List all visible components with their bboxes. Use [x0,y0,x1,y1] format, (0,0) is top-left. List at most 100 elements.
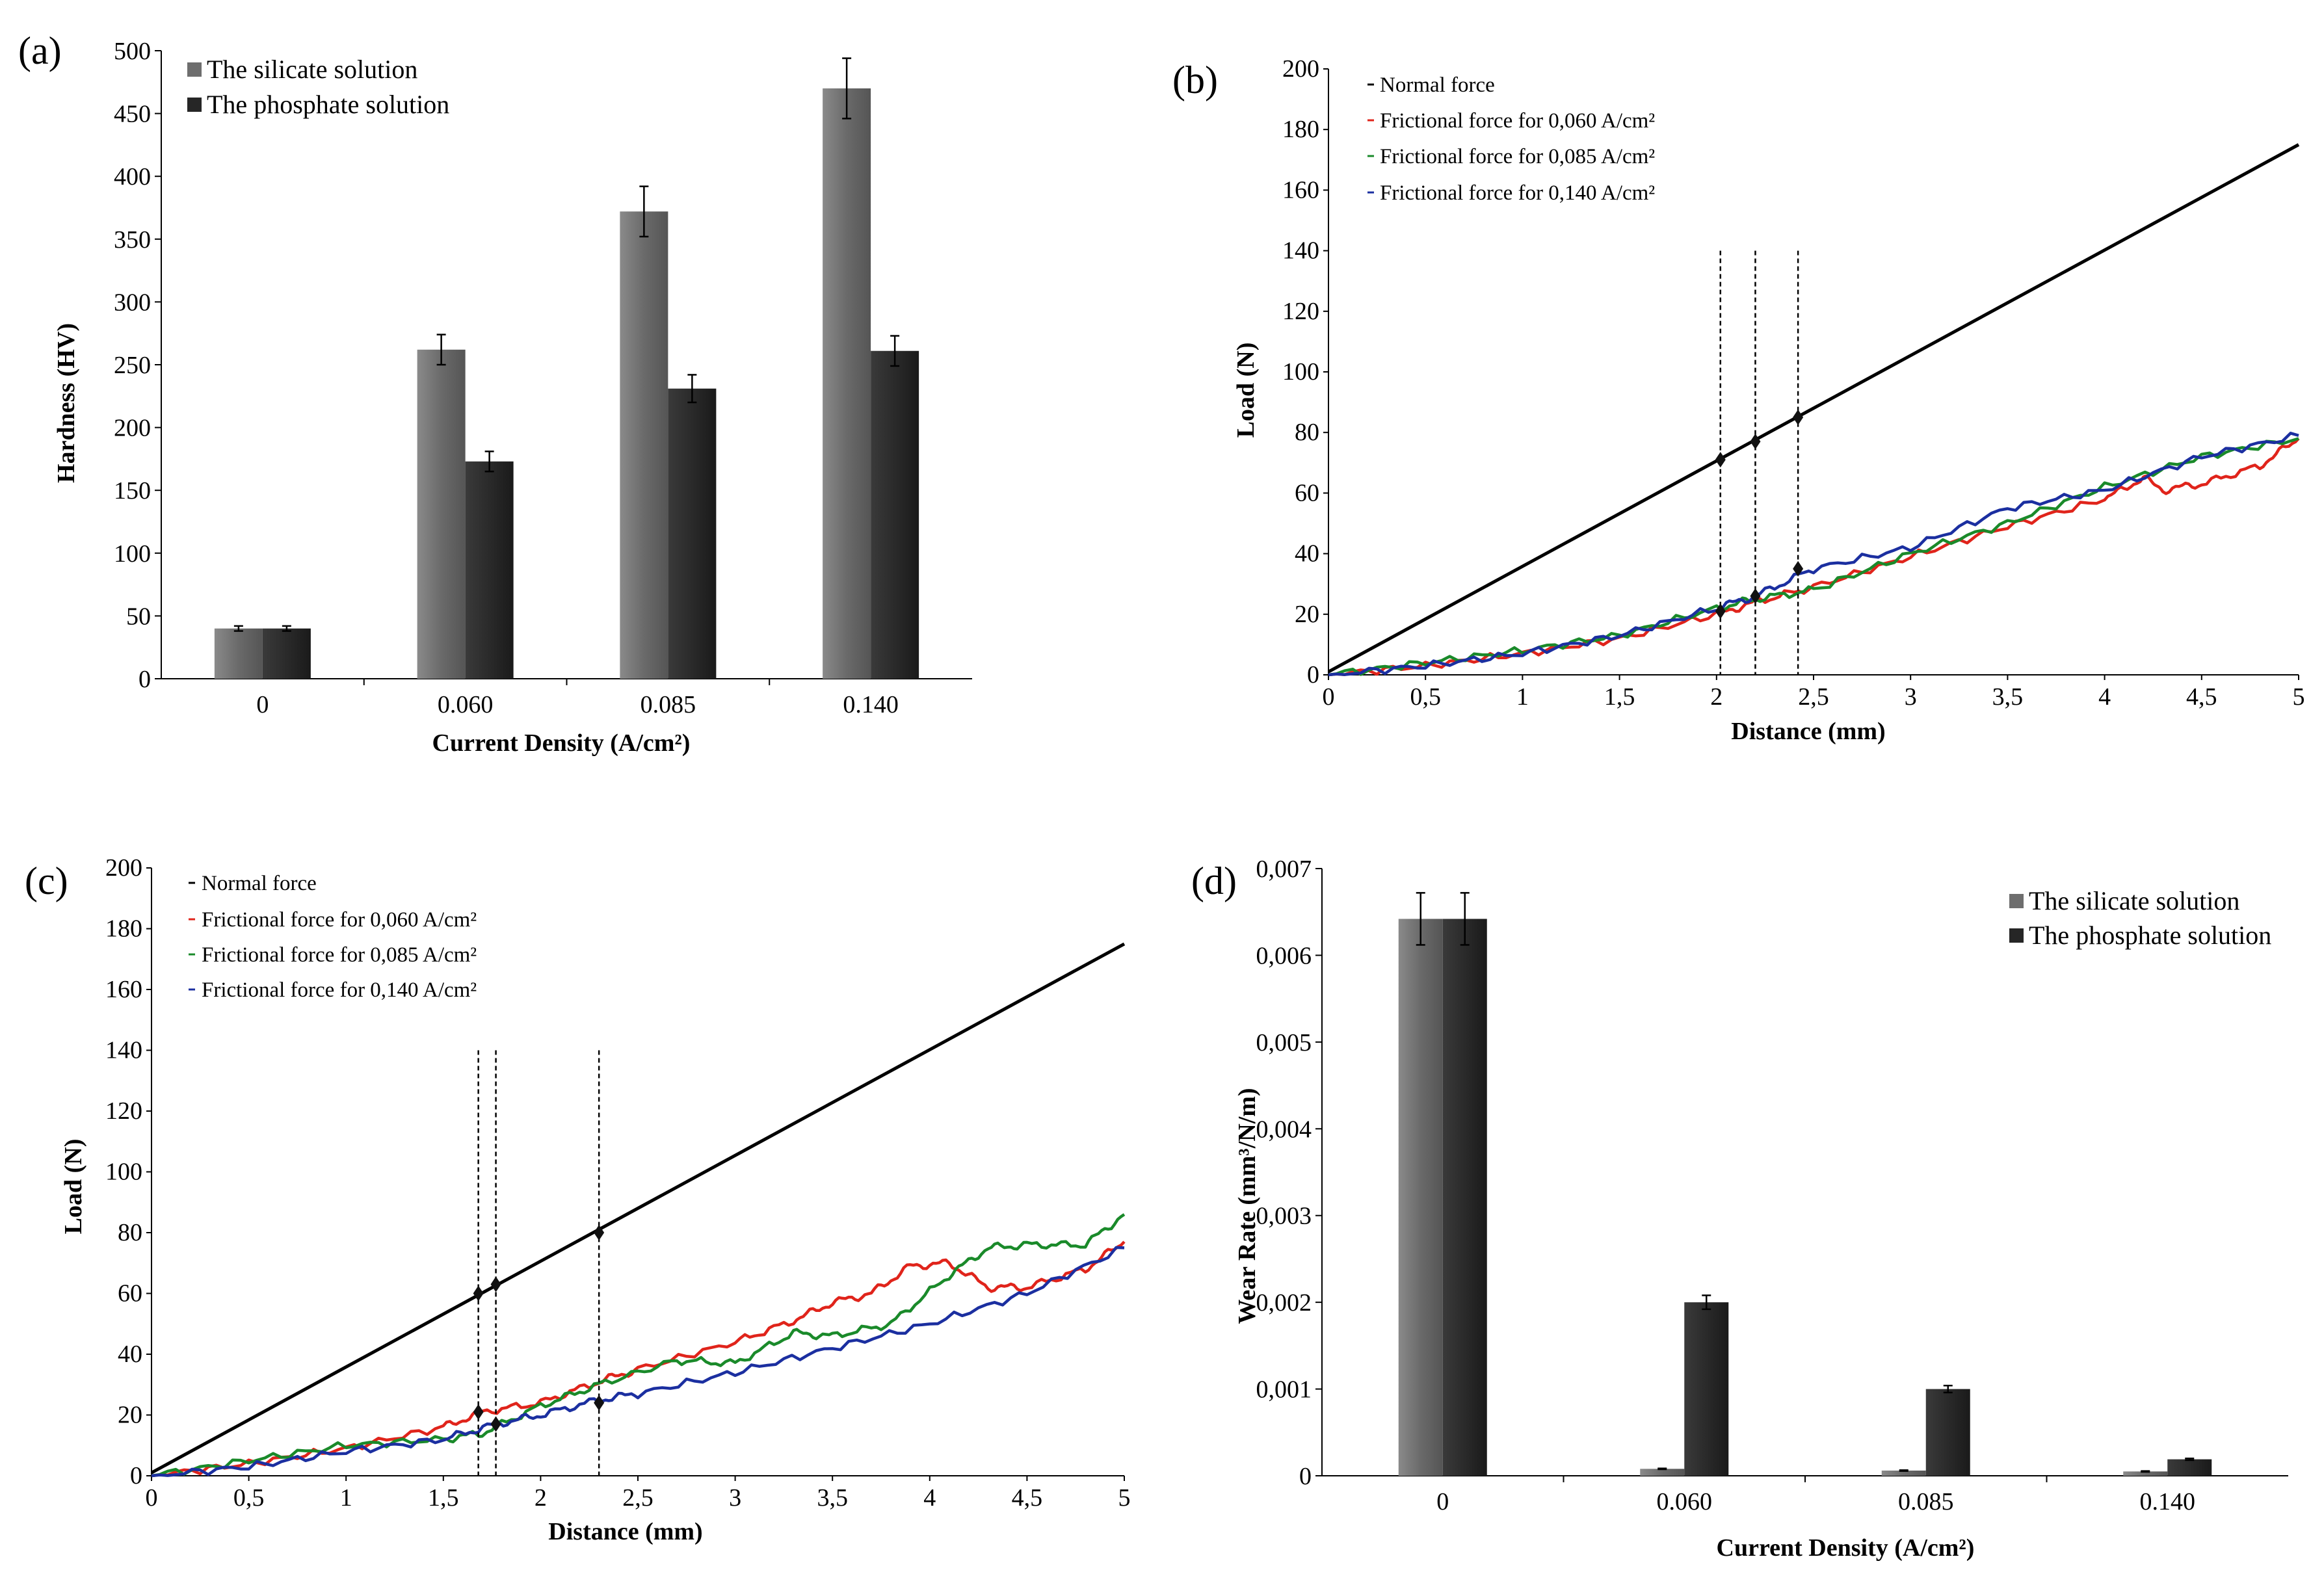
y-tick-label: 40 [118,1341,142,1368]
bar [620,211,668,679]
y-tick-label: 140 [105,1037,142,1064]
x-tick-label: 0.140 [843,691,899,718]
marker-point [1793,409,1804,425]
legend-label-140: Frictional force for 0,140 A/cm² [1380,181,1655,205]
bar [1684,1302,1729,1476]
legend-swatch-silicate [187,62,202,77]
y-tick-label: 50 [126,603,151,630]
legend-swatch-phosphate [187,98,202,112]
y-tick-label: 60 [118,1280,142,1307]
bar [871,350,919,679]
y-tick-label: 0,001 [1256,1376,1312,1404]
panel-a: (a) 0 50 100 150 200 250 300 350 400 450 500 0 0.060… [18,29,972,757]
y-tick-label: 150 [114,477,151,504]
normal-force-line [1327,143,2300,674]
bar [262,628,311,679]
y-tick-label: 180 [105,915,142,943]
panel-b-label: (b) [1172,59,1218,101]
y-tick-label: 80 [1295,419,1319,446]
x-tick-label: 0.060 [438,691,494,718]
panel-c-ylabel: Load (N) [60,1139,87,1235]
x-tick-label: 0,5 [233,1484,265,1512]
panel-d: (d) 0 0,001 0,002 0,003 0,004 0,005 0,006 0,007… [1191,856,2288,1562]
y-tick-label: 200 [114,415,151,442]
panel-b-ylabel: Load (N) [1232,343,1260,438]
frictional-force-line [151,1213,1126,1478]
y-tick-label: 400 [114,163,151,190]
x-tick-label: 1 [340,1484,352,1512]
frictional-force-line [151,1240,1126,1478]
panel-b-xlabel: Distance (mm) [1731,718,1885,745]
y-tick-label: 100 [114,540,151,568]
x-tick-label: 0.085 [1898,1488,1954,1515]
panel-a-xlabel: Current Density (A/cm²) [432,729,691,757]
y-tick-label: 20 [1295,601,1319,628]
y-tick-label: 0,004 [1256,1116,1312,1143]
y-tick-label: 120 [105,1097,142,1125]
x-tick-label: 0 [256,691,269,718]
y-tick-label: 250 [114,352,151,379]
panel-b-plot: 0 20 40 60 80 100 120 140 160 180 200 0 0,5 1 1,5 2 2,5 3… [1282,55,2305,711]
panel-b-legend: Normal force Frictional force for 0,060 … [1367,73,1655,205]
x-tick-label: 4 [923,1484,936,1512]
x-tick-label: 0 [1323,683,1335,711]
x-tick-label: 2,5 [1798,683,1829,711]
bar [465,461,514,679]
y-tick-label: 0 [1307,661,1319,688]
y-tick-label: 100 [1282,358,1319,386]
panel-a-label: (a) [18,29,62,72]
x-tick-label: 5 [2293,683,2305,711]
bar [668,388,717,679]
panel-a-ylabel: Hardness (HV) [53,323,80,483]
x-tick-label: 5 [1118,1484,1131,1512]
y-tick-label: 0 [130,1462,142,1489]
y-tick-label: 500 [114,38,151,65]
x-tick-label: 3,5 [817,1484,848,1512]
panel-c-label: (c) [25,859,68,902]
y-tick-label: 0,007 [1256,856,1312,883]
bar [1881,1470,1926,1476]
marker-point [490,1416,501,1432]
marker-point [473,1404,484,1420]
y-tick-label: 160 [1282,176,1319,203]
x-tick-label: 1,5 [428,1484,459,1512]
legend-label-phosphate: The phosphate solution [2029,921,2271,950]
legend-label-phosphate: The phosphate solution [207,90,449,119]
legend-label-060: Frictional force for 0,060 A/cm² [1380,109,1655,133]
x-tick-label: 0.140 [2140,1488,2196,1515]
y-tick-label: 180 [1282,116,1319,143]
marker-point [1715,603,1726,620]
y-tick-label: 200 [105,854,142,882]
bar [1442,919,1487,1476]
panel-d-xlabel: Current Density (A/cm²) [1717,1534,1975,1562]
panel-d-label: (d) [1191,859,1237,902]
bar [214,628,263,679]
x-tick-label: 3,5 [1992,683,2024,711]
y-tick-label: 0,005 [1256,1029,1312,1056]
x-tick-label: 2 [535,1484,547,1512]
legend-label-silicate: The silicate solution [2029,886,2239,915]
marker-point [1793,560,1804,577]
marker-point [1750,434,1761,450]
y-tick-label: 160 [105,976,142,1003]
panel-a-axes: 0 50 100 150 200 250 300 350 400 450 500 0 0.060 0.08… [114,38,972,718]
y-tick-label: 0 [1299,1463,1312,1490]
legend-label-normal: Normal force [1380,73,1495,97]
marker-point [594,1395,605,1411]
panel-c-legend: Normal force Frictional force for 0,060 … [189,872,477,1002]
y-tick-label: 300 [114,289,151,316]
panel-a-legend: The silicate solution The phosphate solu… [187,55,449,119]
y-tick-label: 200 [1282,55,1319,83]
marker-point [473,1285,484,1302]
marker-point [594,1225,605,1240]
legend-label-normal: Normal force [202,872,317,895]
x-tick-label: 4,5 [2186,683,2217,711]
bar [823,88,871,679]
y-tick-label: 0,002 [1256,1289,1312,1317]
panel-c-plot: 0 20 40 60 80 100 120 140 160 180 200 0 0,5 1 1,5 2 2,5 3… [105,854,1131,1512]
x-tick-label: 0.085 [640,691,696,718]
panel-d-bars [1398,892,2212,1476]
x-tick-label: 0.060 [1657,1488,1713,1515]
y-tick-label: 60 [1295,479,1319,506]
